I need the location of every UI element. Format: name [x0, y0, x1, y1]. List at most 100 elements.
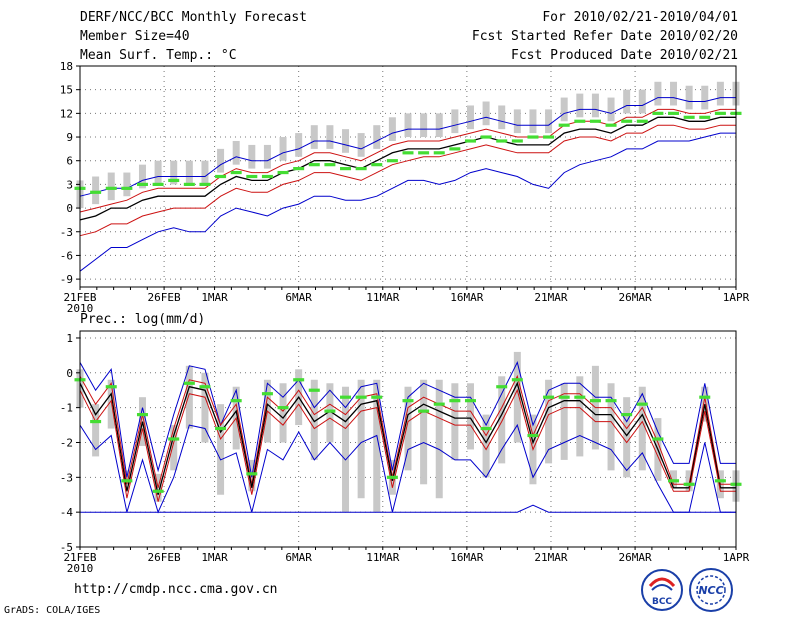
spread-bar: [576, 376, 584, 457]
observed-mark: [574, 119, 586, 123]
spread-bar: [279, 383, 287, 443]
observed-mark: [464, 139, 476, 143]
spread-bar: [326, 125, 334, 149]
spread-bar: [295, 133, 303, 157]
spread-bar: [326, 383, 334, 443]
series-min: [79, 423, 736, 514]
y-tick-label: -3: [60, 226, 73, 239]
spread-bar: [435, 379, 443, 499]
observed-mark: [215, 426, 227, 431]
y-tick-label: 9: [66, 131, 73, 144]
observed-mark: [105, 186, 117, 190]
spread-bar: [123, 172, 131, 197]
spread-bar: [279, 137, 287, 161]
observed-mark: [464, 399, 476, 403]
x-tick-label: 1APR: [723, 551, 750, 564]
observed-mark: [433, 151, 445, 155]
series-min: [79, 97, 736, 197]
observed-mark: [308, 163, 320, 167]
x-tick-label: 11MAR: [366, 291, 399, 304]
spread-bar: [591, 93, 599, 118]
spread-bar: [201, 372, 209, 443]
forecast-started: Fcst Started Refer Date 2010/02/20: [471, 29, 738, 44]
observed-mark: [121, 186, 133, 190]
y-tick-label: 18: [60, 60, 73, 73]
x-tick-label: 26FEB: [148, 551, 181, 564]
variable-label: Mean Surf. Temp.: °C: [80, 48, 237, 63]
ncc-logo: NCC: [689, 568, 733, 612]
spread-bar: [342, 386, 350, 513]
observed-mark: [636, 119, 648, 123]
observed-mark: [668, 111, 680, 115]
grads-credit: GrADS: COLA/IGES: [4, 605, 101, 616]
observed-mark: [136, 413, 148, 417]
observed-mark: [418, 409, 430, 413]
observed-mark: [543, 395, 555, 399]
observed-mark: [136, 182, 148, 186]
spread-bar: [607, 97, 615, 122]
spread-bar: [138, 164, 146, 189]
x-tick-label: 26FEB: [148, 291, 181, 304]
x-tick-label: 21MAR: [534, 551, 567, 564]
spread-bar: [404, 113, 412, 138]
x-tick-label: 6MAR: [285, 551, 312, 564]
series-lower_red: [79, 108, 736, 213]
spread-bar: [373, 125, 381, 149]
series-bottom: [80, 504, 736, 513]
spread-bar: [529, 109, 537, 134]
x-tick-label: 11MAR: [366, 551, 399, 564]
spread-bar: [154, 160, 162, 185]
observed-mark: [199, 385, 211, 389]
observed-mark: [574, 395, 586, 399]
spread-bar: [654, 81, 662, 106]
panel-title: Prec.: log(mm/d): [80, 312, 205, 327]
spread-bar: [404, 386, 412, 471]
observed-mark: [246, 472, 258, 476]
spread-bar: [357, 379, 365, 499]
spread-bar: [545, 379, 553, 464]
x-tick-label: 1MAR: [201, 291, 228, 304]
forecast-period: For 2010/02/21-2010/04/01: [542, 10, 738, 25]
observed-mark: [246, 174, 258, 179]
observed-mark: [527, 135, 539, 139]
spread-bar: [232, 140, 240, 165]
spread-bar: [701, 85, 709, 110]
observed-mark: [699, 395, 711, 399]
observed-mark: [668, 479, 680, 483]
observed-mark: [449, 399, 461, 403]
observed-mark: [511, 378, 523, 382]
chart-title: DERF/NCC/BCC Monthly Forecast: [80, 10, 307, 25]
series-upper_red: [79, 124, 736, 237]
spread-bar: [170, 160, 178, 185]
y-tick-label: 1: [66, 332, 73, 345]
spread-bar: [217, 148, 225, 173]
bcc-logo: BCC: [641, 569, 683, 611]
y-tick-label: -6: [60, 249, 73, 262]
x-tick-label: 1APR: [723, 291, 750, 304]
observed-mark: [402, 151, 414, 155]
x-tick-label: 26MAR: [619, 551, 652, 564]
spread-bar: [435, 113, 443, 138]
y-tick-label: 12: [60, 107, 73, 120]
observed-mark: [261, 174, 273, 179]
series-max: [79, 132, 736, 272]
spread-bar: [623, 397, 631, 478]
x-tick-label: 26MAR: [619, 291, 652, 304]
source-url[interactable]: http://cmdp.ncc.cma.gov.cn: [74, 582, 278, 597]
spread-bar: [623, 89, 631, 114]
observed-mark: [90, 190, 102, 194]
plot-frame: [79, 330, 737, 548]
x-tick-label: 21FEB: [63, 291, 96, 304]
observed-mark: [215, 174, 227, 179]
spread-bar: [638, 89, 646, 114]
observed-mark: [511, 139, 523, 143]
panel-2: Prec.: log(mm/d) -5 -4 -3 -2 -1 0 1 21FEB 26FEB 1M…: [60, 312, 750, 575]
spread-bar: [576, 93, 584, 118]
spread-bar: [685, 470, 693, 492]
spread-bar: [357, 133, 365, 157]
spread-bar: [170, 425, 178, 471]
observed-mark: [621, 119, 633, 123]
spread-bar: [420, 113, 428, 138]
spread-bar: [498, 105, 506, 130]
